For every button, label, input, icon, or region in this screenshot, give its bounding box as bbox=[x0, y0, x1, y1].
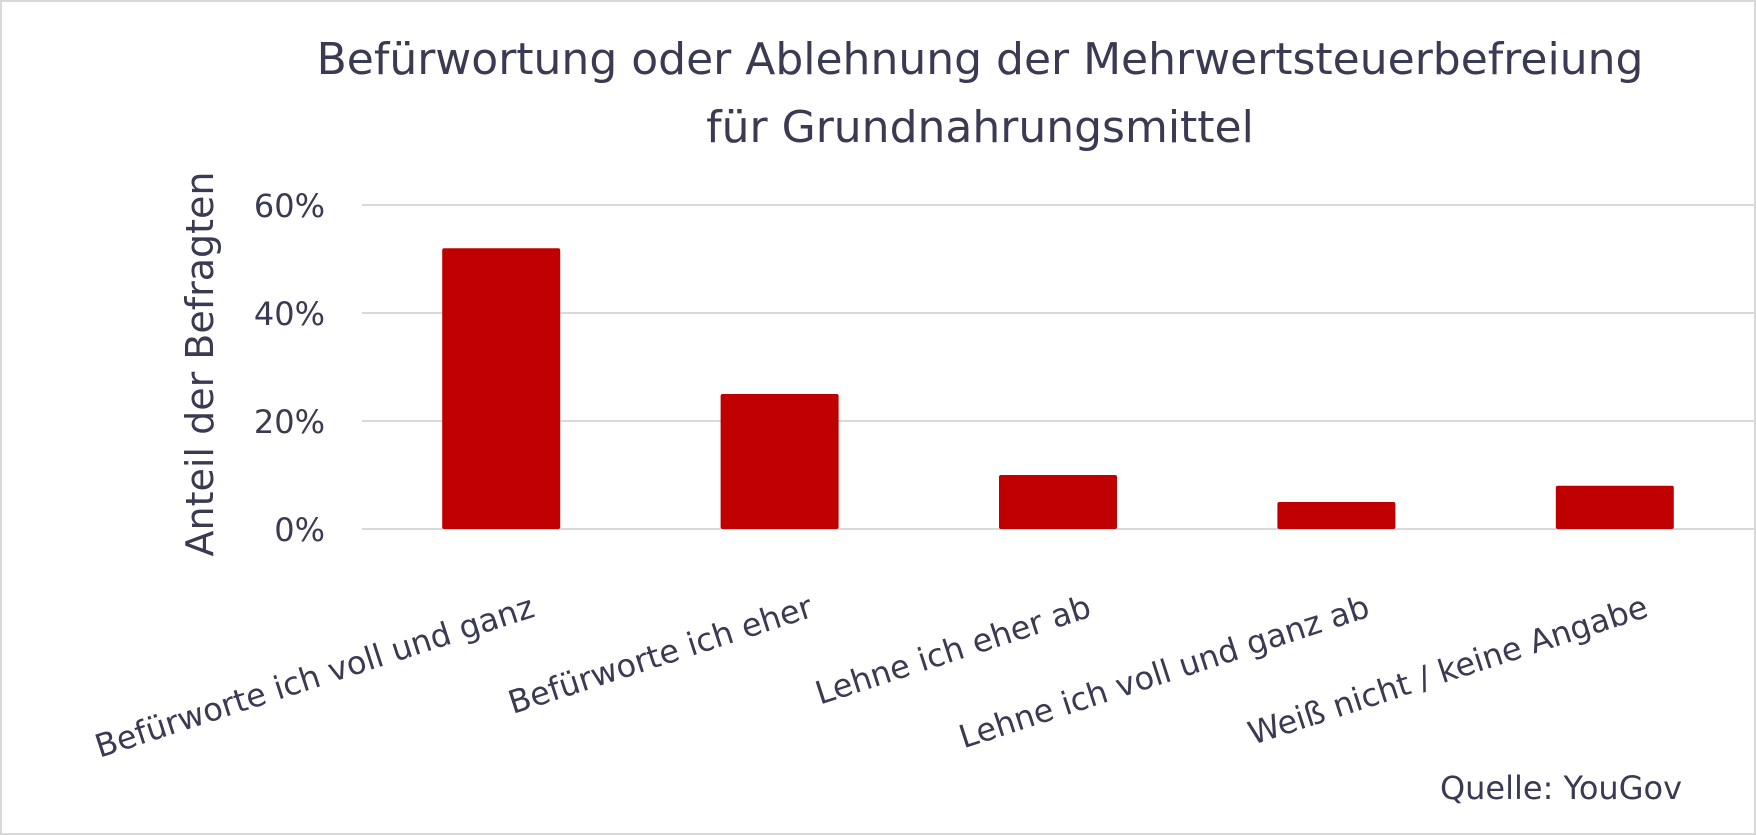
bar bbox=[720, 394, 839, 529]
y-tick-label: 40% bbox=[254, 295, 325, 333]
x-category-label: Befürworte ich eher bbox=[503, 587, 817, 721]
bar bbox=[1555, 485, 1674, 529]
x-category-label: Befürworte ich voll und ganz bbox=[90, 587, 538, 765]
chart-title: Befürwortung oder Ablehnung der Mehrwert… bbox=[317, 34, 1644, 153]
bar bbox=[1277, 502, 1396, 529]
chart-title-line-2: für Grundnahrungsmittel bbox=[706, 102, 1254, 153]
y-tick-label: 20% bbox=[254, 403, 325, 441]
y-tick-label: 0% bbox=[274, 511, 325, 549]
y-axis-label: Anteil der Befragten bbox=[178, 172, 222, 557]
bars bbox=[442, 248, 1674, 532]
source-note: Quelle: YouGov bbox=[1440, 769, 1682, 807]
bar bbox=[999, 475, 1117, 529]
chart-title-line-1: Befürwortung oder Ablehnung der Mehrwert… bbox=[317, 34, 1644, 85]
bar bbox=[442, 248, 561, 529]
y-tick-label: 60% bbox=[254, 187, 325, 225]
y-axis-ticks: 0% 20% 40% 60% bbox=[254, 187, 325, 549]
